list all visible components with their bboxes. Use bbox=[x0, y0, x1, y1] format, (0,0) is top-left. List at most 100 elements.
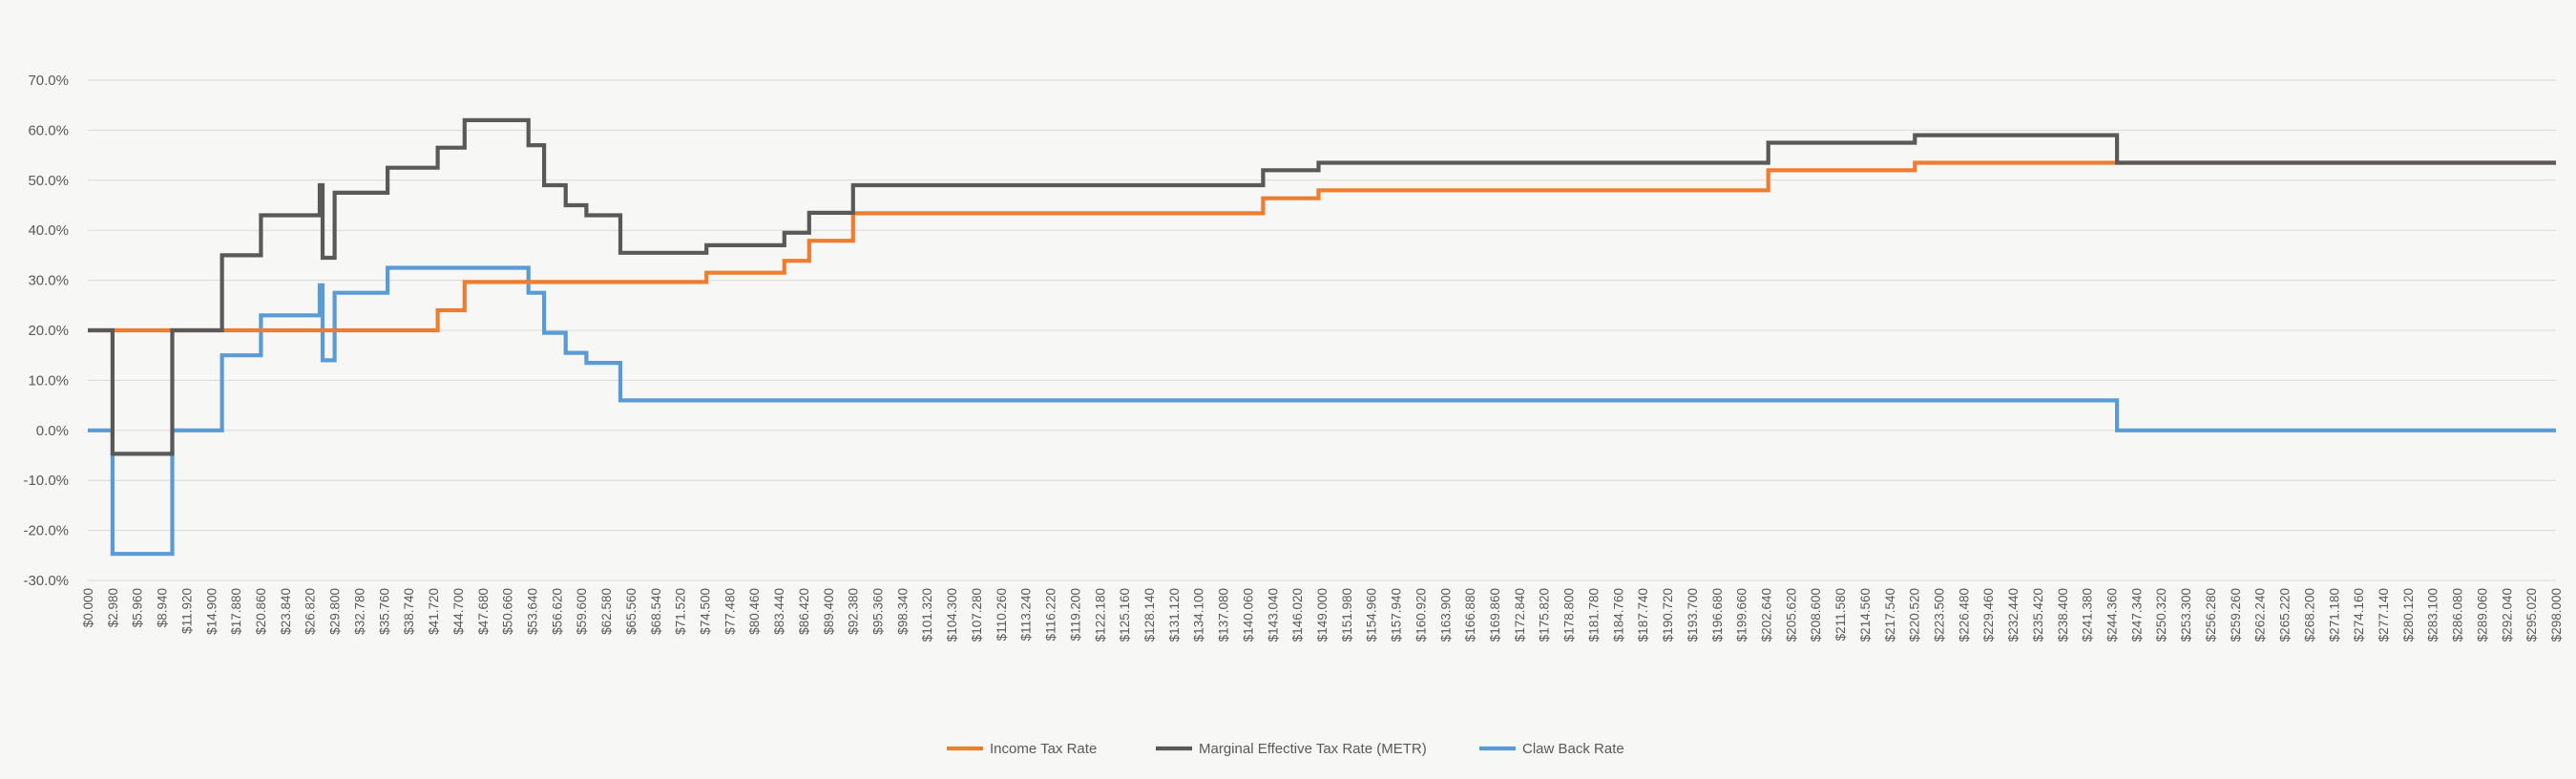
x-tick-label: $68.540 bbox=[649, 588, 663, 635]
y-tick-label: -20.0% bbox=[23, 523, 69, 539]
x-tick-label: $169.860 bbox=[1488, 588, 1502, 642]
x-tick-label: $80.460 bbox=[747, 588, 762, 635]
x-tick-label: $262.240 bbox=[2253, 588, 2268, 642]
x-tick-label: $0.000 bbox=[81, 588, 95, 627]
x-tick-label: $178.800 bbox=[1562, 588, 1577, 642]
x-tick-label: $140.060 bbox=[1241, 588, 1255, 642]
x-tick-label: $268.200 bbox=[2302, 588, 2316, 642]
series-line-claw-back-rate bbox=[88, 265, 2556, 557]
x-tick-label: $280.120 bbox=[2401, 588, 2416, 642]
x-tick-label: $208.600 bbox=[1809, 588, 1823, 642]
x-tick-label: $113.240 bbox=[1019, 588, 1034, 641]
x-tick-label: $244.360 bbox=[2105, 588, 2120, 642]
x-tick-label: $29.800 bbox=[328, 588, 343, 635]
x-tick-label: $92.380 bbox=[847, 588, 861, 635]
x-tick-label: $211.580 bbox=[1833, 588, 1848, 641]
x-tick-label: $235.420 bbox=[2031, 588, 2045, 642]
y-tick-label: 10.0% bbox=[28, 372, 69, 389]
x-tick-label: $8.940 bbox=[156, 588, 170, 627]
x-tick-label: $11.920 bbox=[179, 588, 194, 634]
x-tick-label: $17.880 bbox=[229, 588, 243, 635]
x-tick-label: $205.620 bbox=[1784, 588, 1798, 642]
x-tick-label: $175.820 bbox=[1538, 588, 1552, 642]
x-tick-label: $163.900 bbox=[1438, 588, 1453, 642]
x-tick-label: $193.700 bbox=[1686, 588, 1700, 642]
x-tick-label: $134.100 bbox=[1192, 588, 1206, 642]
x-tick-label: $286.080 bbox=[2451, 588, 2465, 642]
y-tick-label: -30.0% bbox=[23, 573, 69, 589]
series-lines bbox=[88, 117, 2556, 557]
x-tick-label: $271.180 bbox=[2327, 588, 2341, 642]
x-tick-label: $107.280 bbox=[970, 588, 984, 642]
x-tick-label: $223.500 bbox=[1933, 588, 1947, 642]
legend-label-income-tax-rate: Income Tax Rate bbox=[990, 741, 1097, 757]
x-tick-label: $241.380 bbox=[2081, 588, 2095, 642]
x-tick-label: $154.960 bbox=[1365, 588, 1379, 642]
x-tick-label: $14.900 bbox=[204, 588, 219, 635]
x-tick-label: $283.100 bbox=[2426, 588, 2440, 642]
x-tick-label: $151.980 bbox=[1340, 588, 1354, 642]
x-tick-label: $172.840 bbox=[1513, 588, 1527, 642]
x-tick-label: $83.440 bbox=[772, 588, 786, 635]
series-line-marginal-effective-tax-rate-metr bbox=[88, 117, 2556, 456]
x-tick-label: $190.720 bbox=[1661, 588, 1675, 642]
y-tick-label: 70.0% bbox=[28, 73, 69, 89]
x-tick-label: $229.460 bbox=[1981, 588, 1996, 642]
x-tick-label: $277.140 bbox=[2377, 588, 2391, 642]
x-tick-label: $53.640 bbox=[525, 588, 539, 635]
x-tick-label: $274.160 bbox=[2352, 588, 2366, 642]
x-tick-label: $122.180 bbox=[1093, 588, 1107, 642]
y-tick-label: -10.0% bbox=[23, 473, 69, 489]
legend-label-marginal-effective-tax-rate-metr: Marginal Effective Tax Rate (METR) bbox=[1199, 741, 1427, 757]
x-tick-label: $149.000 bbox=[1315, 588, 1330, 642]
legend-label-claw-back-rate: Claw Back Rate bbox=[1522, 741, 1624, 757]
x-tick-label: $298.000 bbox=[2549, 588, 2564, 642]
legend: Income Tax Rate Marginal Effective Tax Ra… bbox=[947, 741, 1624, 757]
x-tick-label: $35.760 bbox=[377, 588, 391, 635]
x-tick-label: $143.040 bbox=[1266, 588, 1280, 642]
y-tick-label: 20.0% bbox=[28, 323, 69, 339]
x-tick-label: $59.600 bbox=[575, 588, 589, 635]
x-tick-label: $50.660 bbox=[501, 588, 515, 635]
x-tick-label: $119.200 bbox=[1068, 588, 1082, 641]
x-tick-label: $98.340 bbox=[895, 588, 910, 635]
x-tick-label: $292.040 bbox=[2500, 588, 2514, 642]
series-line-income-tax-rate bbox=[88, 160, 2556, 333]
x-tick-label: $146.020 bbox=[1290, 588, 1305, 642]
x-tick-label: $38.740 bbox=[402, 588, 416, 635]
x-tick-label: $238.400 bbox=[2056, 588, 2070, 642]
y-tick-label: 0.0% bbox=[36, 423, 69, 439]
y-tick-label: 50.0% bbox=[28, 173, 69, 189]
x-tick-label: $95.360 bbox=[871, 588, 886, 635]
x-tick-label: $196.680 bbox=[1710, 588, 1725, 642]
x-tick-label: $125.160 bbox=[1118, 588, 1132, 642]
x-tick-label: $250.320 bbox=[2154, 588, 2168, 642]
x-axis-tick-labels: $0.000 $2.980 $5.960 $8.940 $11.920 $14.900 $1… bbox=[81, 588, 2564, 642]
x-tick-label: $71.520 bbox=[674, 588, 688, 635]
x-tick-label: $2.980 bbox=[106, 588, 120, 627]
x-tick-label: $89.400 bbox=[822, 588, 836, 635]
x-tick-label: $86.420 bbox=[797, 588, 811, 635]
y-tick-label: 30.0% bbox=[28, 273, 69, 289]
x-tick-label: $220.520 bbox=[1908, 588, 1922, 642]
x-tick-label: $5.960 bbox=[131, 588, 145, 627]
x-tick-label: $166.880 bbox=[1463, 588, 1477, 642]
x-tick-label: $202.640 bbox=[1759, 588, 1773, 642]
y-tick-label: 40.0% bbox=[28, 222, 69, 239]
x-tick-label: $187.740 bbox=[1636, 588, 1650, 642]
x-tick-label: $295.020 bbox=[2524, 588, 2539, 642]
x-tick-label: $157.940 bbox=[1390, 588, 1404, 642]
x-tick-label: $289.060 bbox=[2475, 588, 2489, 642]
x-tick-label: $110.260 bbox=[995, 588, 1009, 641]
x-tick-label: $199.660 bbox=[1735, 588, 1749, 642]
x-tick-label: $20.860 bbox=[254, 588, 268, 635]
x-tick-label: $77.480 bbox=[723, 588, 737, 635]
x-tick-label: $259.260 bbox=[2229, 588, 2243, 642]
y-tick-label: 60.0% bbox=[28, 122, 69, 138]
x-tick-label: $253.300 bbox=[2179, 588, 2193, 642]
x-tick-label: $104.300 bbox=[945, 588, 959, 642]
x-tick-label: $74.500 bbox=[699, 588, 713, 635]
x-tick-label: $65.560 bbox=[624, 588, 639, 635]
